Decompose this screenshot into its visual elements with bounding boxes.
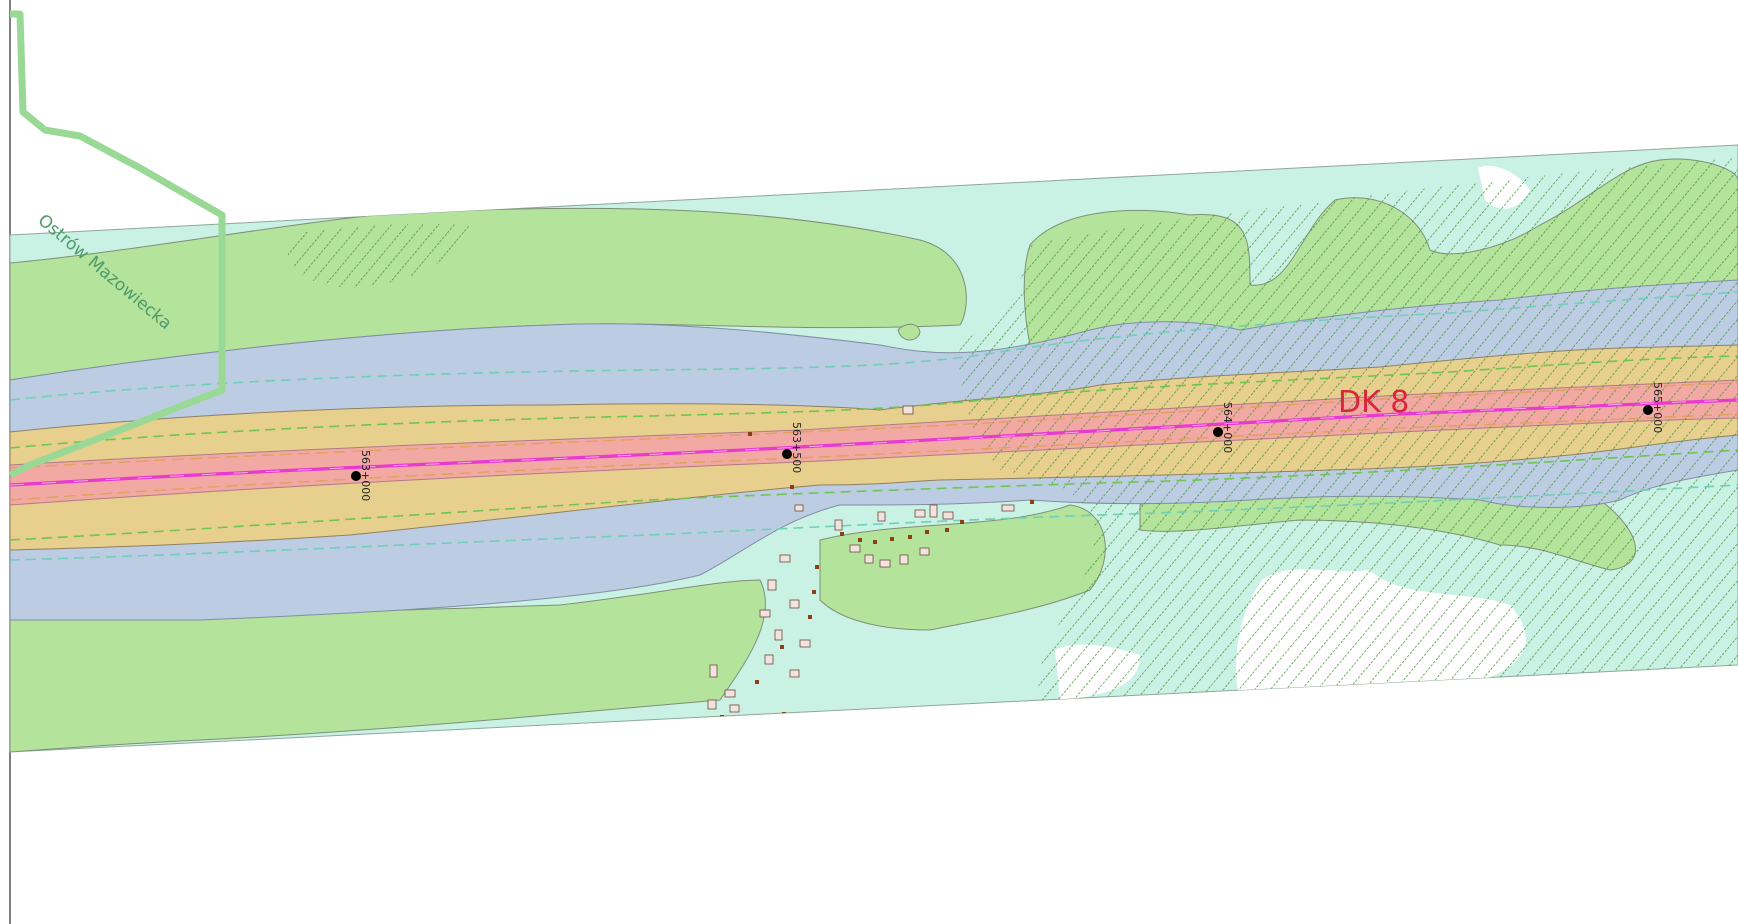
building [834, 519, 843, 531]
building [782, 712, 786, 716]
hatched-protected-area [287, 223, 470, 288]
building [1030, 500, 1034, 504]
building [720, 715, 724, 719]
building [919, 547, 930, 556]
chainage-marker-4[interactable]: 565+000 [1643, 382, 1664, 433]
building [729, 704, 740, 713]
chainage-label: 563+000 [359, 450, 372, 501]
map-frame-left-edge [0, 0, 10, 924]
chainage-point [1213, 427, 1223, 437]
building [879, 559, 891, 568]
building [794, 504, 804, 512]
building [899, 554, 909, 565]
building [780, 645, 784, 649]
contour-line-orange-north [10, 382, 1738, 469]
contour-line-teal-south [10, 484, 1738, 561]
chainage-point [782, 449, 792, 459]
contour-line-green-south [10, 449, 1738, 541]
chainage-point [1643, 405, 1653, 415]
building [890, 537, 894, 541]
green-zone-island [897, 323, 921, 341]
chainage-label: 563+500 [790, 422, 803, 473]
chainage-point [351, 471, 361, 481]
building [942, 511, 954, 520]
road-axis-dash [9, 399, 1738, 486]
building [929, 504, 938, 518]
building [877, 511, 886, 522]
building [799, 639, 811, 648]
contour-line-teal-north [10, 291, 1738, 401]
building [815, 565, 819, 569]
building [925, 530, 929, 534]
building [767, 579, 777, 591]
contour-line-green-north [10, 355, 1738, 449]
building [748, 432, 752, 436]
building [707, 699, 717, 710]
building [789, 599, 800, 609]
chainage-marker-2[interactable]: 563+500 [782, 422, 803, 473]
building [873, 540, 877, 544]
building [960, 520, 964, 524]
chainage-marker-3[interactable]: 564+000 [1213, 402, 1234, 453]
building [1001, 504, 1015, 512]
chainage-label: 565+000 [1651, 382, 1664, 433]
road-label: DK 8 [1338, 385, 1409, 420]
building [774, 629, 783, 641]
building [755, 680, 759, 684]
building [724, 689, 736, 698]
building [709, 664, 718, 678]
building [764, 654, 774, 665]
zone-layers [10, 158, 1738, 752]
building [902, 405, 914, 415]
building [864, 554, 874, 564]
building [812, 590, 816, 594]
contour-line-orange-south [10, 413, 1738, 501]
chainage-label: 564+000 [1221, 402, 1234, 453]
building [849, 544, 861, 553]
building [914, 509, 926, 518]
building [808, 615, 812, 619]
chainage-marker-1[interactable]: 563+000 [351, 450, 372, 501]
building [759, 609, 771, 618]
building [790, 485, 794, 489]
building [858, 538, 862, 542]
building-cluster [707, 405, 1015, 713]
building [840, 532, 844, 536]
building [945, 528, 949, 532]
municipal-boundary-line[interactable] [8, 10, 226, 479]
building [779, 554, 791, 563]
building [908, 535, 912, 539]
hatched-protected-area [959, 158, 1738, 700]
building [789, 669, 800, 678]
